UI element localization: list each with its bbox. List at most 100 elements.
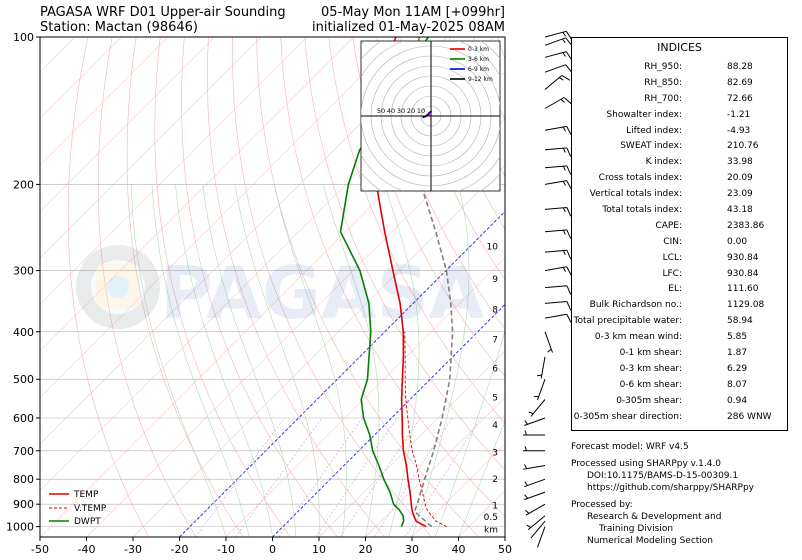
index-label: RH_700: bbox=[644, 93, 682, 104]
barb-flag bbox=[566, 229, 572, 239]
hodograph-ring-label: 30 bbox=[397, 107, 405, 115]
isotherm-line bbox=[365, 397, 505, 537]
hodograph-trace bbox=[427, 110, 432, 116]
index-value: 33.98 bbox=[727, 157, 753, 168]
isotherm-line bbox=[272, 303, 505, 537]
wind-barb bbox=[524, 491, 546, 501]
indices-panel: INDICES RH_950: 88.28 RH_850: 82.69 RH_700: 7… bbox=[571, 37, 788, 431]
barb-staff bbox=[544, 51, 567, 58]
moist-adiabat bbox=[202, 184, 297, 537]
moist-adiabat bbox=[273, 184, 347, 537]
index-value: 43.18 bbox=[727, 205, 753, 216]
index-row: Total precipitable water: 58.94 bbox=[572, 314, 787, 330]
index-row: CIN: 0.00 bbox=[572, 235, 787, 251]
x-tick-label: 50 bbox=[498, 543, 512, 556]
barb-staff bbox=[527, 515, 546, 531]
barb-flag bbox=[566, 180, 572, 190]
dry-adiabat bbox=[376, 37, 505, 330]
x-tick-label: -10 bbox=[217, 543, 235, 556]
index-label: Total totals index: bbox=[602, 205, 682, 216]
barb-staff bbox=[530, 520, 546, 539]
wind-barb bbox=[528, 399, 546, 417]
dry-adiabat bbox=[352, 37, 505, 377]
index-value: 1.87 bbox=[727, 348, 748, 359]
index-row: 0-3 km mean wind: 5.85 bbox=[572, 330, 787, 346]
barb-staff bbox=[524, 417, 546, 426]
index-row: 0-1 km shear: 1.87 bbox=[572, 346, 787, 362]
height-label: 9 bbox=[492, 275, 498, 285]
title-line-1: PAGASA WRF D01 Upper-air Sounding bbox=[40, 5, 286, 20]
height-label: 4 bbox=[492, 421, 498, 431]
y-tick-label: 700 bbox=[13, 445, 34, 458]
wind-barb bbox=[544, 125, 572, 135]
height-label: 6 bbox=[492, 364, 498, 374]
barb-staff bbox=[530, 399, 546, 417]
barb-staff bbox=[544, 207, 567, 210]
dry-adiabat bbox=[154, 37, 291, 537]
height-label: 2 bbox=[492, 475, 498, 485]
barb-half-flag bbox=[524, 494, 528, 499]
hodograph-legend-label: 0-3 km bbox=[468, 46, 489, 53]
index-label: Lifted index: bbox=[626, 125, 682, 136]
barb-half-flag bbox=[562, 267, 566, 272]
barb-half-flag bbox=[528, 411, 534, 415]
index-value: 8.07 bbox=[727, 379, 748, 390]
valid-time: 05-May Mon 11AM [+099hr] bbox=[321, 5, 505, 20]
wind-barb bbox=[523, 430, 545, 436]
x-tick-label: -50 bbox=[31, 543, 49, 556]
index-value: 930.84 bbox=[727, 252, 759, 263]
isotherm-line bbox=[0, 37, 29, 537]
barb-staff bbox=[544, 266, 567, 272]
barb-staff bbox=[544, 37, 566, 46]
wind-barb bbox=[524, 417, 546, 426]
index-label: LCL: bbox=[662, 252, 682, 263]
index-value: 930.84 bbox=[727, 268, 759, 279]
moist-adiabat bbox=[435, 329, 505, 537]
moist-adiabat bbox=[130, 184, 227, 537]
index-value: 2383.86 bbox=[727, 220, 765, 231]
doi-text: DOI:10.1175/BAMS-D-15-00309.1 bbox=[587, 471, 739, 481]
index-value: 6.29 bbox=[727, 363, 748, 374]
dry-adiabat bbox=[126, 37, 244, 537]
index-row: 0-6 km shear: 8.07 bbox=[572, 378, 787, 394]
hodograph-ring-label: 40 bbox=[387, 107, 395, 115]
dry-adiabat bbox=[232, 37, 433, 537]
height-label: 3 bbox=[492, 448, 498, 458]
wind-barb bbox=[544, 229, 572, 239]
isotherm-line bbox=[40, 37, 76, 73]
barb-staff bbox=[544, 331, 553, 353]
barb-staff bbox=[544, 125, 567, 131]
wind-barb bbox=[544, 180, 572, 190]
division-line-2: Training Division bbox=[599, 524, 674, 534]
y-tick-label: 800 bbox=[13, 473, 34, 486]
index-row: LFC: 930.84 bbox=[572, 267, 787, 283]
index-label: CIN: bbox=[663, 236, 682, 247]
watermark-text: PAGASA bbox=[160, 251, 485, 335]
wind-barb bbox=[544, 165, 572, 175]
moist-adiabat bbox=[234, 184, 320, 537]
moist-adiabat bbox=[175, 184, 273, 537]
barb-half-flag bbox=[524, 446, 527, 451]
barb-half-flag bbox=[562, 52, 566, 57]
pressure-grid bbox=[40, 36, 505, 527]
index-value: 210.76 bbox=[727, 141, 759, 152]
hodograph-ring-label: 10 bbox=[417, 107, 425, 115]
barb-flag bbox=[566, 314, 572, 323]
division-line-1: Research & Development and bbox=[587, 512, 722, 522]
index-value: 88.28 bbox=[727, 62, 753, 72]
moist-adiabat bbox=[458, 420, 505, 537]
legend-dwpt-label: DWPT bbox=[74, 517, 101, 527]
barb-staff bbox=[544, 313, 567, 319]
x-tick-label: 40 bbox=[452, 543, 466, 556]
index-row: Showalter index: -1.21 bbox=[572, 108, 787, 124]
barb-flag bbox=[566, 207, 572, 217]
barb-staff bbox=[544, 229, 567, 233]
barb-flag bbox=[561, 74, 571, 81]
barb-flag bbox=[565, 64, 572, 73]
barb-staff bbox=[544, 147, 567, 151]
dry-adiabat bbox=[400, 37, 505, 281]
dry-adiabat bbox=[328, 37, 505, 424]
chart-title-left: PAGASA WRF D01 Upper-air Sounding Statio… bbox=[40, 5, 286, 35]
index-label: 0-3 km shear: bbox=[619, 363, 682, 374]
